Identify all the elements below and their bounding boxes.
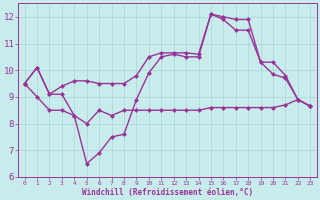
X-axis label: Windchill (Refroidissement éolien,°C): Windchill (Refroidissement éolien,°C) (82, 188, 253, 197)
